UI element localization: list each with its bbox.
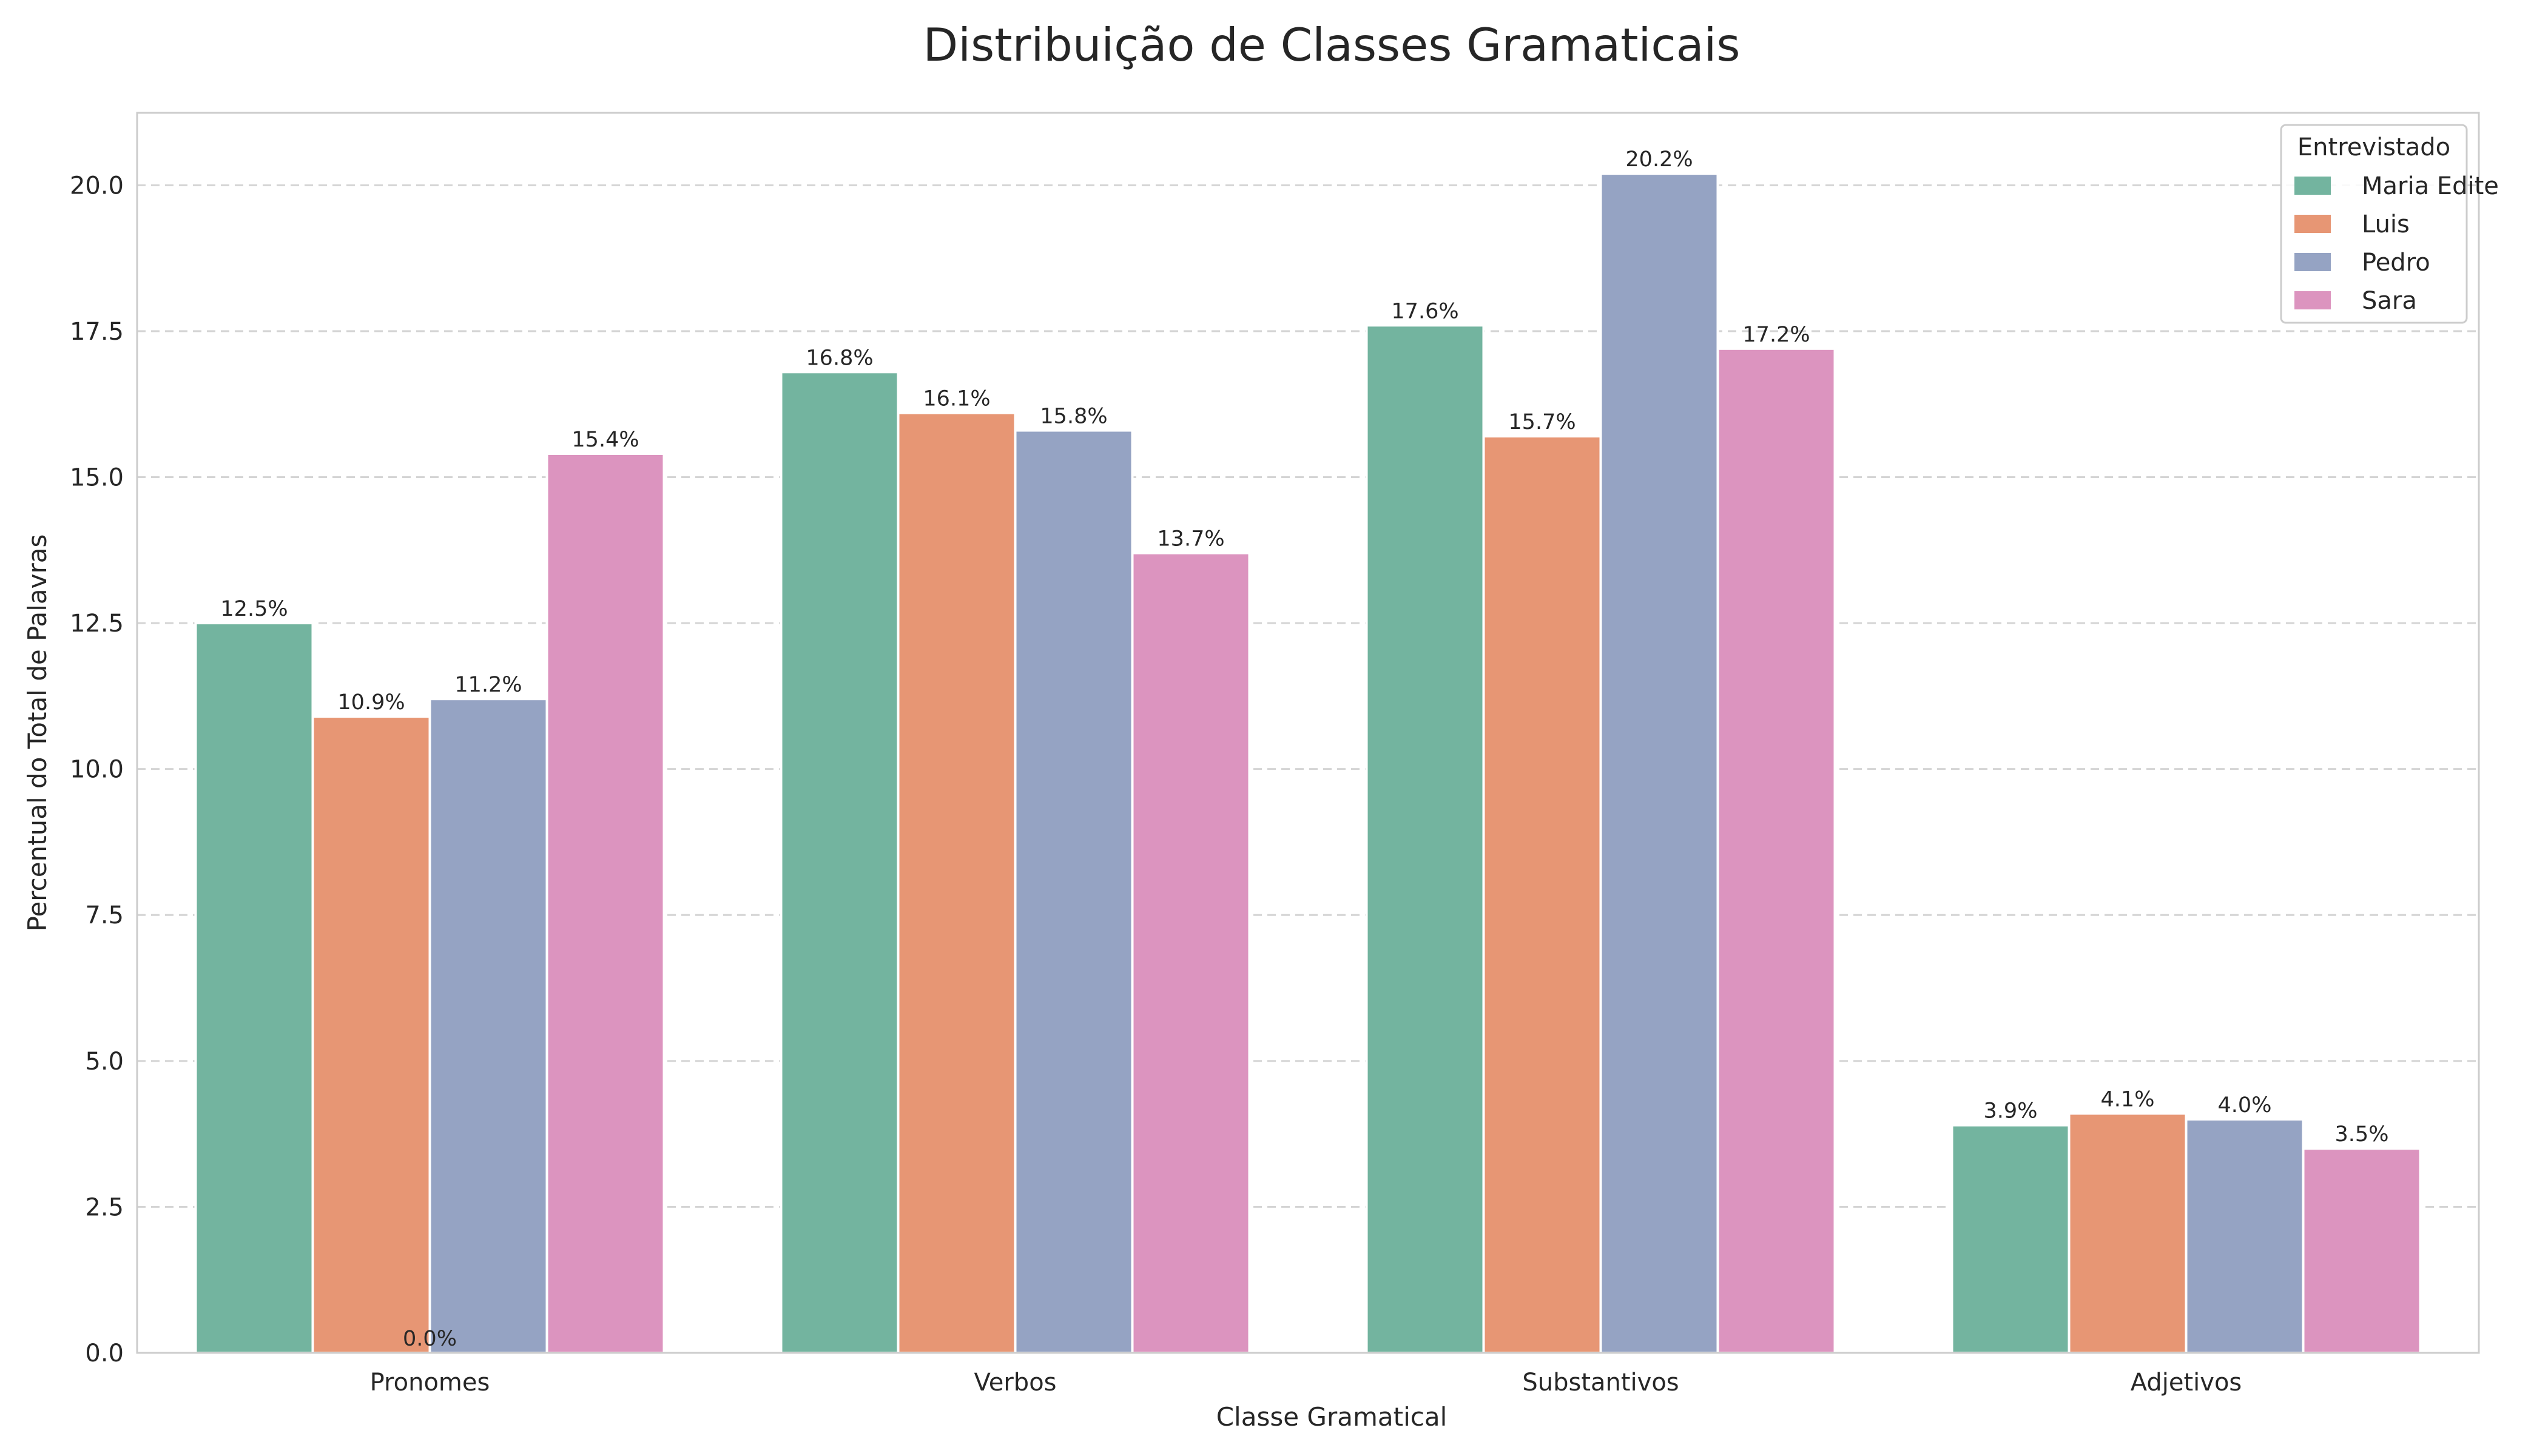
x-tick-label: Pronomes: [370, 1369, 490, 1397]
y-tick-label: 0.0: [85, 1340, 124, 1367]
y-axis-label: Percentual do Total de Palavras: [22, 534, 52, 932]
data-label: 12.5%: [220, 597, 288, 621]
plot-frame: [136, 112, 2480, 1354]
data-label: 15.8%: [1040, 405, 1107, 429]
bar: [2302, 1147, 2422, 1354]
data-label: 16.1%: [923, 387, 990, 411]
bar: [545, 453, 666, 1354]
x-tick-label: Verbos: [974, 1369, 1056, 1397]
x-axis-ticks: Pronomes Verbos Substantivos Adjetivos: [370, 1369, 2242, 1397]
data-label: 15.7%: [1508, 410, 1576, 434]
x-axis-label: Classe Gramatical: [1216, 1402, 1448, 1432]
bar: [311, 715, 431, 1354]
bar: [780, 371, 900, 1354]
data-labels: 12.5% 16.8% 17.6% 3.9% 10.9% 16.1% 15.7% 4.1% 11…: [220, 147, 2388, 1351]
data-label: 17.6%: [1391, 299, 1458, 323]
data-label: 3.9%: [1984, 1099, 2038, 1124]
legend-swatch: [2294, 215, 2331, 233]
bar: [428, 698, 548, 1354]
legend-swatch: [2294, 253, 2331, 271]
x-tick-label: Substantivos: [1522, 1369, 1679, 1397]
legend-frame: [2280, 124, 2468, 324]
data-label: 11.2%: [454, 673, 522, 697]
legend-items: Maria Edite Luis Pedro Sara: [2294, 172, 2499, 315]
y-axis-ticks: 0.0 2.5 5.0 7.5 10.0 12.5 15.0 17.5 20.0: [70, 172, 124, 1367]
data-label: 4.0%: [2218, 1093, 2272, 1117]
bars: [194, 172, 2422, 1355]
data-label: 15.4%: [571, 428, 639, 452]
legend-swatch: [2294, 291, 2331, 309]
y-tick-label: 5.0: [85, 1048, 124, 1076]
bar: [2185, 1118, 2305, 1354]
bar: [1014, 429, 1134, 1354]
data-label: 4.1%: [2101, 1087, 2155, 1111]
legend-label: Luis: [2362, 211, 2410, 238]
y-tick-label: 10.0: [70, 756, 124, 784]
data-label: 17.2%: [1742, 323, 1810, 347]
bar: [1599, 172, 1719, 1354]
bar: [897, 411, 1017, 1355]
data-label: 10.9%: [337, 690, 405, 715]
data-label: 16.8%: [806, 346, 873, 370]
y-tick-label: 15.0: [70, 463, 124, 491]
legend-label: Pedro: [2362, 249, 2430, 277]
x-tick-label: Adjetivos: [2131, 1369, 2242, 1397]
y-tick-label: 7.5: [85, 902, 124, 929]
bar: [1365, 324, 1485, 1354]
bar: [1950, 1124, 2071, 1354]
annotation-label: 0.0%: [403, 1327, 457, 1351]
bar: [1716, 347, 1836, 1354]
chart-title: Distribuição de Classes Gramaticais: [923, 18, 1741, 72]
y-tick-label: 17.5: [70, 318, 124, 346]
legend-swatch: [2294, 177, 2331, 195]
bar: [1482, 435, 1602, 1355]
y-tick-label: 12.5: [70, 610, 124, 638]
data-label: 3.5%: [2335, 1122, 2389, 1147]
data-label: 13.7%: [1157, 527, 1224, 551]
legend-label: Sara: [2362, 287, 2417, 315]
legend: Entrevistado Maria Edite Luis Pedro Sara: [2280, 124, 2499, 324]
legend-label: Maria Edite: [2362, 172, 2499, 200]
bar: [194, 622, 314, 1354]
bar: [2068, 1112, 2188, 1354]
legend-title: Entrevistado: [2297, 133, 2450, 161]
bar: [1131, 551, 1251, 1355]
y-tick-label: 20.0: [70, 172, 124, 200]
y-tick-label: 2.5: [85, 1193, 124, 1221]
data-label: 20.2%: [1625, 147, 1693, 172]
